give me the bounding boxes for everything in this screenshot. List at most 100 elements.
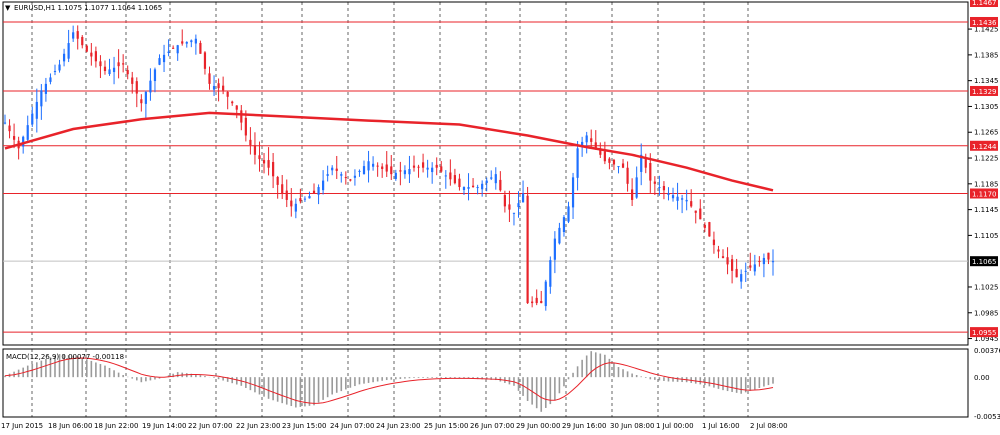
candle-body[interactable] — [99, 61, 102, 67]
candle-body[interactable] — [81, 36, 84, 46]
candle-body[interactable] — [458, 178, 461, 188]
candle-body[interactable] — [371, 163, 375, 167]
candle-body[interactable] — [740, 274, 743, 282]
candle-body[interactable] — [553, 238, 556, 260]
candle-body[interactable] — [253, 145, 257, 155]
candle-body[interactable] — [562, 217, 566, 233]
candle-body[interactable] — [385, 164, 388, 172]
candle-body[interactable] — [172, 47, 175, 49]
candle-body[interactable] — [540, 300, 543, 304]
candle-body[interactable] — [267, 160, 270, 168]
candle-body[interactable] — [276, 176, 279, 185]
candle-body[interactable] — [44, 83, 47, 94]
candle-body[interactable] — [272, 162, 275, 177]
candle-body[interactable] — [117, 62, 120, 67]
candle-body[interactable] — [571, 177, 575, 208]
candle-body[interactable] — [494, 174, 497, 184]
candle-body[interactable] — [631, 189, 634, 200]
candle-body[interactable] — [362, 166, 366, 175]
candle-body[interactable] — [312, 190, 316, 194]
candle-body[interactable] — [131, 77, 134, 84]
candle-body[interactable] — [626, 167, 629, 184]
candle-body[interactable] — [744, 270, 747, 272]
candle-body[interactable] — [603, 151, 606, 162]
candle-body[interactable] — [531, 301, 534, 304]
candle-body[interactable] — [771, 261, 775, 263]
candle-body[interactable] — [444, 175, 447, 177]
candle-body[interactable] — [376, 165, 379, 167]
candle-body[interactable] — [735, 268, 738, 278]
candle-body[interactable] — [317, 187, 320, 195]
candle-body[interactable] — [581, 141, 584, 147]
candle-body[interactable] — [303, 198, 307, 200]
candle-body[interactable] — [640, 154, 643, 172]
candle-body[interactable] — [449, 172, 452, 180]
candle-body[interactable] — [181, 41, 184, 44]
candle-body[interactable] — [390, 166, 393, 175]
candle-body[interactable] — [644, 157, 647, 168]
candle-body[interactable] — [262, 160, 266, 164]
candle-body[interactable] — [222, 85, 225, 91]
candle-body[interactable] — [72, 32, 75, 39]
candle-body[interactable] — [503, 195, 506, 207]
candle-body[interactable] — [235, 105, 238, 110]
candle-body[interactable] — [140, 99, 143, 104]
candle-body[interactable] — [394, 172, 397, 179]
candle-body[interactable] — [308, 196, 311, 199]
candle-body[interactable] — [544, 281, 547, 307]
candle-body[interactable] — [31, 113, 34, 125]
candle-body[interactable] — [535, 297, 538, 304]
candle-body[interactable] — [58, 64, 61, 71]
candle-body[interactable] — [149, 80, 152, 93]
candle-body[interactable] — [349, 179, 352, 181]
candle-body[interactable] — [340, 174, 343, 176]
collapse-arrow-icon[interactable]: ▼ — [5, 4, 11, 12]
candle-body[interactable] — [185, 41, 188, 44]
candle-body[interactable] — [103, 66, 107, 71]
candle-body[interactable] — [694, 210, 697, 213]
candle-body[interactable] — [726, 257, 729, 265]
candle-body[interactable] — [344, 177, 347, 179]
candle-body[interactable] — [3, 122, 7, 124]
candle-body[interactable] — [758, 260, 761, 262]
candle-body[interactable] — [703, 224, 706, 228]
candle-body[interactable] — [199, 42, 202, 54]
candle-body[interactable] — [153, 69, 157, 82]
candle-body[interactable] — [717, 249, 720, 252]
candle-body[interactable] — [126, 70, 129, 75]
candle-body[interactable] — [62, 53, 66, 62]
candle-body[interactable] — [658, 187, 661, 189]
candle-body[interactable] — [90, 52, 93, 57]
candle-body[interactable] — [681, 198, 684, 200]
candle-body[interactable] — [212, 86, 216, 90]
candle-body[interactable] — [26, 125, 29, 140]
candle-body[interactable] — [671, 195, 675, 199]
candle-body[interactable] — [462, 187, 466, 191]
candlestick-series[interactable] — [3, 25, 775, 311]
candle-body[interactable] — [667, 193, 670, 196]
candle-body[interactable] — [485, 180, 488, 184]
candle-body[interactable] — [203, 52, 207, 69]
candle-body[interactable] — [690, 201, 693, 207]
candle-body[interactable] — [749, 265, 752, 268]
candle-body[interactable] — [599, 148, 602, 155]
candle-body[interactable] — [585, 135, 588, 143]
candle-body[interactable] — [281, 184, 284, 194]
candle-body[interactable] — [208, 73, 211, 84]
candle-body[interactable] — [353, 175, 357, 178]
candle-body[interactable] — [471, 185, 475, 188]
candle-body[interactable] — [326, 174, 329, 176]
candle-body[interactable] — [299, 198, 302, 202]
candle-body[interactable] — [476, 187, 479, 189]
candle-body[interactable] — [731, 259, 734, 271]
candle-body[interactable] — [367, 161, 370, 171]
candle-body[interactable] — [431, 167, 434, 173]
candle-body[interactable] — [22, 136, 25, 147]
candle-body[interactable] — [12, 136, 16, 140]
candle-body[interactable] — [708, 222, 711, 237]
candle-body[interactable] — [699, 208, 702, 220]
candle-body[interactable] — [190, 40, 193, 43]
candle-body[interactable] — [112, 67, 116, 73]
candle-body[interactable] — [435, 164, 438, 168]
